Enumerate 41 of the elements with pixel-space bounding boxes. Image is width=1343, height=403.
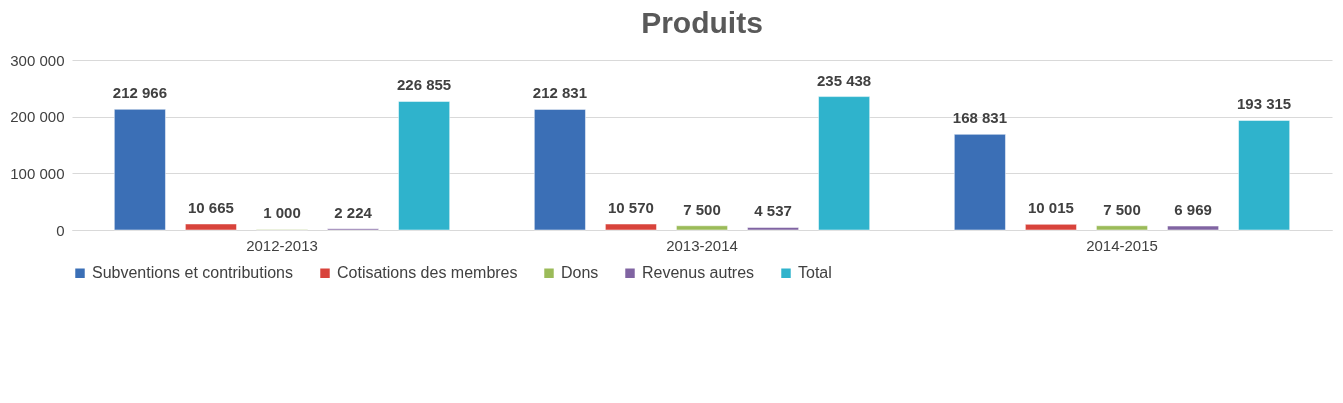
- y-tick-label: 0: [56, 221, 65, 239]
- data-label: 10 665: [188, 198, 234, 216]
- x-tick-label: 2012-2013: [246, 236, 318, 254]
- bar: [113, 108, 166, 231]
- bar: [398, 100, 451, 231]
- bar: [953, 133, 1006, 231]
- legend-label: Total: [798, 264, 832, 282]
- data-label: 10 015: [1028, 199, 1074, 217]
- legend-label: Dons: [561, 264, 599, 282]
- bar: [1238, 119, 1291, 231]
- data-label: 212 966: [112, 84, 168, 102]
- bar: [1024, 223, 1078, 231]
- data-label: 7 500: [1103, 200, 1141, 218]
- data-label: 2 224: [334, 203, 373, 221]
- bar: [184, 223, 238, 231]
- data-label: 235 438: [816, 71, 872, 89]
- data-label: 193 315: [1236, 95, 1292, 113]
- bar: [675, 225, 729, 231]
- data-label: 7 500: [683, 200, 721, 218]
- legend-label: Revenus autres: [642, 264, 755, 282]
- bar: [1095, 225, 1149, 231]
- data-label: 168 831: [952, 109, 1008, 127]
- y-tick-label: 200 000: [10, 108, 65, 126]
- data-label: 10 570: [608, 199, 654, 217]
- data-label: 1 000: [263, 204, 301, 222]
- x-tick-label: 2014-2015: [1086, 236, 1158, 254]
- x-tick-label: 2013-2014: [666, 236, 738, 254]
- bar: [604, 223, 658, 231]
- legend-label: Subventions et contributions: [92, 264, 294, 282]
- y-tick-label: 300 000: [10, 51, 65, 69]
- legend-label: Cotisations des membres: [337, 264, 518, 282]
- y-tick-label: 100 000: [10, 164, 65, 182]
- data-label: 212 831: [532, 84, 588, 102]
- data-label: 4 537: [754, 202, 792, 220]
- data-label: 6 969: [1174, 201, 1212, 219]
- chart-title: Produits: [641, 6, 763, 39]
- data-label: 226 855: [396, 76, 452, 94]
- bar: [1166, 225, 1220, 231]
- bar: [818, 96, 871, 231]
- bar: [746, 226, 800, 231]
- bar: [533, 108, 586, 231]
